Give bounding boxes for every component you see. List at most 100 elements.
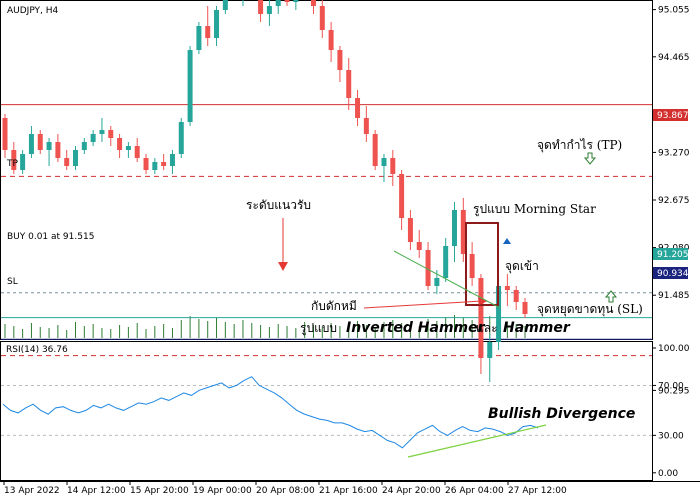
tp-level-label: TP <box>6 159 18 169</box>
arrow-up-icon <box>604 290 618 303</box>
grid-layer <box>1 384 652 436</box>
candlestick <box>355 90 361 126</box>
candle-body <box>178 122 184 154</box>
candle-body <box>46 142 52 150</box>
candle-body <box>381 158 387 166</box>
candlestick <box>487 334 493 382</box>
candle-body <box>372 134 378 166</box>
morning-star-box <box>465 222 499 306</box>
candle-body <box>73 150 79 166</box>
candle-body <box>11 150 17 170</box>
pattern-and-text: และ <box>476 321 498 335</box>
candlestick <box>337 46 343 82</box>
candlestick <box>81 138 87 154</box>
sl-level-label: SL <box>7 277 18 287</box>
time-tick-label: 15 Apr 20:00 <box>130 486 189 496</box>
candlestick <box>11 142 17 174</box>
candle-body <box>522 302 528 314</box>
candlestick <box>169 150 175 174</box>
candlestick <box>205 6 211 46</box>
candlestick <box>46 138 52 166</box>
time-tick-label: 24 Apr 20:00 <box>382 486 441 496</box>
annotation-support: ระดับแนวรับ <box>246 198 311 271</box>
current-price-tag: 91.205 <box>653 248 689 260</box>
time-tick-label: 20 Apr 08:00 <box>256 486 315 496</box>
annotation-pattern: รูปแบบ Inverted Hammer และ Hammer <box>300 320 571 336</box>
candlestick <box>284 0 290 6</box>
candlestick <box>416 230 422 258</box>
candle-body <box>487 342 493 358</box>
candlestick <box>125 142 131 158</box>
candle-body <box>275 0 281 6</box>
entry-marker-icon <box>503 238 511 244</box>
annotation-tp: จุดทำกำไร (TP) <box>537 138 622 165</box>
arrow-down-icon <box>583 152 597 165</box>
candle-body <box>310 0 316 6</box>
candlestick <box>451 202 457 262</box>
candlestick <box>117 134 123 158</box>
candlestick <box>143 154 149 174</box>
rsi-tick-label: 70.00 <box>658 381 684 391</box>
candle-body <box>328 30 334 50</box>
candlestick <box>372 130 378 170</box>
candle-body <box>134 146 140 158</box>
price-tick-label: 91.485 <box>658 291 690 301</box>
candlestick <box>178 118 184 158</box>
time-tick-label: 14 Apr 12:00 <box>67 486 126 496</box>
annotation-divergence: Bullish Divergence <box>407 406 635 458</box>
pattern-prefix-text: รูปแบบ <box>300 321 337 336</box>
candle-body <box>196 26 202 50</box>
price-tick-label: 94.465 <box>658 53 690 63</box>
svg-text:91.205: 91.205 <box>657 250 689 260</box>
candle-body <box>425 250 431 286</box>
price-panel[interactable] <box>0 0 653 340</box>
candle-body <box>205 26 211 38</box>
morning-star-text: รูปแบบ Morning Star <box>473 202 596 217</box>
candlestick <box>381 154 387 182</box>
time-tick-label: 19 Apr 00:00 <box>193 486 252 496</box>
candlestick <box>55 134 61 162</box>
candlestick <box>266 0 272 26</box>
candle-body <box>399 174 405 218</box>
divergence-line <box>407 424 547 458</box>
candle-body <box>99 130 105 134</box>
trap-arrow <box>363 300 483 309</box>
time-axis: 13 Apr 2022 14 Apr 12:00 15 Apr 20:00 19 Ap… <box>3 481 567 496</box>
candlestick <box>64 150 70 170</box>
price-axis: 95.65595.05594.46593.27092.67592.08091.4… <box>652 6 690 479</box>
support-trendline <box>393 250 501 309</box>
rsi-line <box>2 376 539 449</box>
price-tick-label: 90.295 <box>658 386 690 396</box>
candlestick <box>2 114 8 158</box>
annotation-entry: จุดเข้า <box>503 238 539 274</box>
candlestick <box>161 154 167 170</box>
time-tick-label: 13 Apr 2022 <box>4 486 60 496</box>
rsi-tick-label: 0.00 <box>658 469 678 479</box>
candlestick <box>214 6 220 46</box>
candlestick <box>134 138 140 162</box>
buy-order-label: BUY 0.01 at 91.515 <box>7 232 94 242</box>
candlestick <box>478 274 484 374</box>
candlestick <box>328 22 334 62</box>
candle-body <box>37 134 43 150</box>
candle-body <box>55 142 61 158</box>
candle-body <box>319 6 325 30</box>
candle-body <box>504 286 510 290</box>
svg-text:93.867: 93.867 <box>657 111 689 121</box>
candlestick <box>425 242 431 290</box>
candle-body <box>20 154 26 170</box>
time-tick-label: 21 Apr 16:00 <box>319 486 378 496</box>
candlestick <box>99 118 105 142</box>
candle-body <box>469 254 475 278</box>
candlestick <box>293 0 299 10</box>
candle-body <box>161 162 167 166</box>
candle-body <box>81 142 87 150</box>
candle-body <box>187 50 193 122</box>
candlestick <box>258 0 264 22</box>
candle-body <box>222 0 228 10</box>
candlestick <box>108 126 114 146</box>
candlestick <box>513 286 519 310</box>
candle-body <box>2 118 8 150</box>
rsi-panel[interactable] <box>0 341 653 481</box>
time-tick-label: 27 Apr 12:00 <box>508 486 567 496</box>
